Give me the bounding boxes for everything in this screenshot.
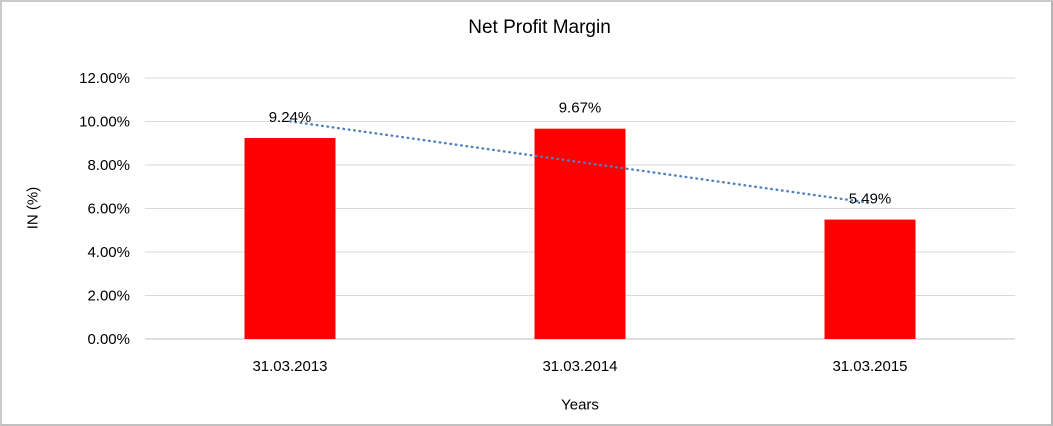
bar: [824, 219, 916, 339]
y-tick-label: 6.00%: [87, 201, 130, 218]
trendline: [288, 120, 872, 205]
y-tick-label: 4.00%: [87, 244, 130, 261]
bar-data-label: 9.67%: [559, 100, 602, 117]
y-tick-label: 0.00%: [87, 331, 130, 348]
bar: [534, 128, 626, 339]
y-tick-label: 12.00%: [79, 70, 130, 87]
chart-title: Net Profit Margin: [468, 17, 611, 38]
x-tick-label: 31.03.2013: [252, 358, 327, 375]
y-tick-label: 2.00%: [87, 288, 130, 305]
bar-data-label: 5.49%: [849, 191, 892, 208]
bar-data-label: 9.24%: [269, 109, 312, 126]
x-tick-label: 31.03.2015: [832, 358, 907, 375]
x-tick-label: 31.03.2014: [542, 358, 617, 375]
x-axis-label: Years: [561, 396, 599, 414]
bar: [244, 138, 336, 339]
y-tick-label: 8.00%: [87, 157, 130, 174]
y-tick-label: 10.00%: [79, 114, 130, 131]
